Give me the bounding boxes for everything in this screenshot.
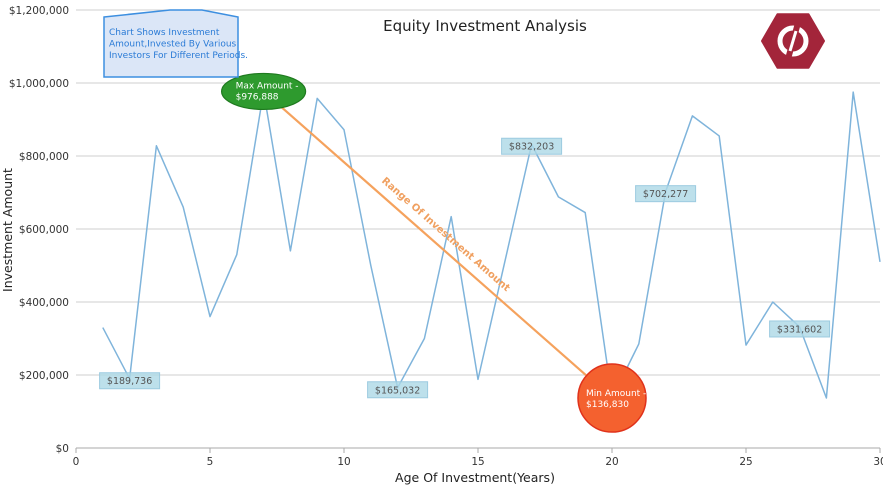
data-point bbox=[584, 211, 586, 213]
data-point bbox=[370, 264, 372, 266]
y-tick-label: $0 bbox=[56, 443, 69, 455]
data-label-box bbox=[99, 372, 161, 390]
data-point bbox=[316, 97, 318, 99]
max-label-line1: Max Amount - bbox=[236, 81, 299, 91]
series-line bbox=[102, 90, 881, 399]
callout-text-line: Investors For Different Periods. bbox=[109, 51, 248, 61]
data-label: $832,203 bbox=[509, 142, 554, 153]
x-tick-label: 30 bbox=[873, 456, 883, 468]
data-point bbox=[209, 315, 211, 317]
logo-ring bbox=[777, 25, 809, 57]
data-point bbox=[852, 91, 854, 93]
data-point bbox=[423, 337, 425, 339]
max-bubble bbox=[221, 72, 307, 111]
annotations-layer: Range Of Investment Amount $189,736 $165,0… bbox=[99, 72, 831, 433]
x-tick-label: 10 bbox=[337, 456, 350, 468]
logo-icon bbox=[761, 13, 825, 69]
data-point bbox=[745, 344, 747, 346]
data-point bbox=[236, 253, 238, 255]
callout-note: Chart Shows Investment Amount,Invested By… bbox=[103, 9, 248, 78]
y-axis-ticks: $0 $200,000 $400,000 $600,000 $800,000 $1,000… bbox=[9, 5, 69, 455]
data-point bbox=[477, 378, 479, 380]
x-axis-ticks: 0 5 10 15 20 25 30 bbox=[73, 448, 883, 468]
data-point bbox=[772, 301, 774, 303]
chart-title: Equity Investment Analysis bbox=[383, 17, 587, 35]
data-label-box bbox=[501, 137, 563, 155]
data-point bbox=[638, 343, 640, 345]
data-point bbox=[343, 129, 345, 131]
data-point bbox=[155, 145, 157, 147]
data-label: $702,277 bbox=[643, 189, 688, 200]
range-line bbox=[262, 90, 613, 399]
max-label-line2: $976,888 bbox=[236, 92, 279, 102]
data-label-box bbox=[769, 320, 831, 338]
data-point bbox=[879, 261, 881, 263]
data-point bbox=[504, 261, 506, 263]
data-label-box bbox=[635, 185, 697, 203]
x-tick-label: 20 bbox=[605, 456, 618, 468]
data-point bbox=[718, 135, 720, 137]
y-tick-label: $1,000,000 bbox=[9, 78, 69, 90]
data-point bbox=[825, 397, 827, 399]
data-label: $189,736 bbox=[107, 376, 152, 387]
y-tick-label: $600,000 bbox=[19, 224, 69, 236]
x-tick-label: 15 bbox=[471, 456, 484, 468]
data-label: $165,032 bbox=[375, 385, 420, 396]
data-label: $331,602 bbox=[777, 324, 822, 335]
x-axis-title: Age Of Investment(Years) bbox=[395, 470, 555, 485]
data-point bbox=[182, 206, 184, 208]
data-point bbox=[557, 196, 559, 198]
range-label: Range Of Investment Amount bbox=[379, 176, 512, 295]
data-point bbox=[289, 250, 291, 252]
y-tick-label: $400,000 bbox=[19, 297, 69, 309]
x-tick-label: 0 bbox=[73, 456, 80, 468]
y-tick-label: $200,000 bbox=[19, 370, 69, 382]
y-tick-label: $800,000 bbox=[19, 151, 69, 163]
data-point bbox=[102, 326, 104, 328]
data-point bbox=[450, 215, 452, 217]
y-tick-label: $1,200,000 bbox=[9, 5, 69, 17]
logo-slash bbox=[788, 30, 798, 52]
callout-text-line: Chart Shows Investment bbox=[109, 28, 220, 38]
min-label-line2: $136,830 bbox=[586, 400, 629, 410]
x-tick-label: 25 bbox=[739, 456, 752, 468]
min-bubble bbox=[577, 363, 647, 433]
x-tick-label: 5 bbox=[207, 456, 214, 468]
data-label-box bbox=[367, 381, 429, 399]
min-label-line1: Min Amount - bbox=[586, 389, 646, 399]
series-layer bbox=[102, 90, 881, 399]
gridlines bbox=[76, 9, 880, 376]
callout-shape bbox=[103, 9, 239, 78]
y-axis-title: Investment Amount bbox=[0, 168, 15, 292]
data-point bbox=[691, 115, 693, 117]
callout-text-line: Amount,Invested By Various bbox=[109, 40, 237, 50]
